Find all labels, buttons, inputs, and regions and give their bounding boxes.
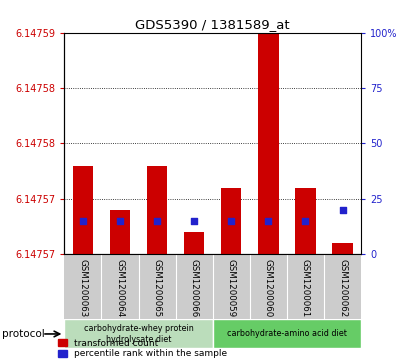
- Bar: [73, 166, 93, 254]
- Point: [339, 207, 346, 213]
- Text: GSM1200066: GSM1200066: [190, 259, 199, 318]
- Text: carbohydrate-whey protein
hydrolysate diet: carbohydrate-whey protein hydrolysate di…: [84, 324, 193, 344]
- Bar: [184, 232, 204, 254]
- Point: [117, 218, 123, 224]
- Bar: [295, 188, 316, 254]
- Bar: [258, 33, 278, 254]
- Legend: transformed count, percentile rank within the sample: transformed count, percentile rank withi…: [59, 339, 227, 359]
- Text: GSM1200059: GSM1200059: [227, 259, 236, 318]
- Bar: [221, 188, 242, 254]
- Bar: [64, 319, 213, 348]
- Point: [80, 218, 86, 224]
- Text: GSM1200064: GSM1200064: [115, 259, 124, 318]
- Bar: [332, 243, 353, 254]
- Point: [265, 218, 272, 224]
- Bar: [213, 319, 361, 348]
- Point: [191, 218, 198, 224]
- Title: GDS5390 / 1381589_at: GDS5390 / 1381589_at: [135, 19, 290, 32]
- Point: [302, 218, 309, 224]
- Point: [228, 218, 234, 224]
- Text: carbohydrate-amino acid diet: carbohydrate-amino acid diet: [227, 330, 347, 338]
- Text: GSM1200062: GSM1200062: [338, 259, 347, 318]
- Point: [154, 218, 160, 224]
- Text: protocol: protocol: [2, 329, 45, 339]
- Bar: [147, 166, 167, 254]
- Text: GSM1200061: GSM1200061: [301, 259, 310, 318]
- Text: GSM1200065: GSM1200065: [153, 259, 161, 318]
- Text: GSM1200063: GSM1200063: [78, 259, 88, 318]
- Text: GSM1200060: GSM1200060: [264, 259, 273, 318]
- Bar: [110, 210, 130, 254]
